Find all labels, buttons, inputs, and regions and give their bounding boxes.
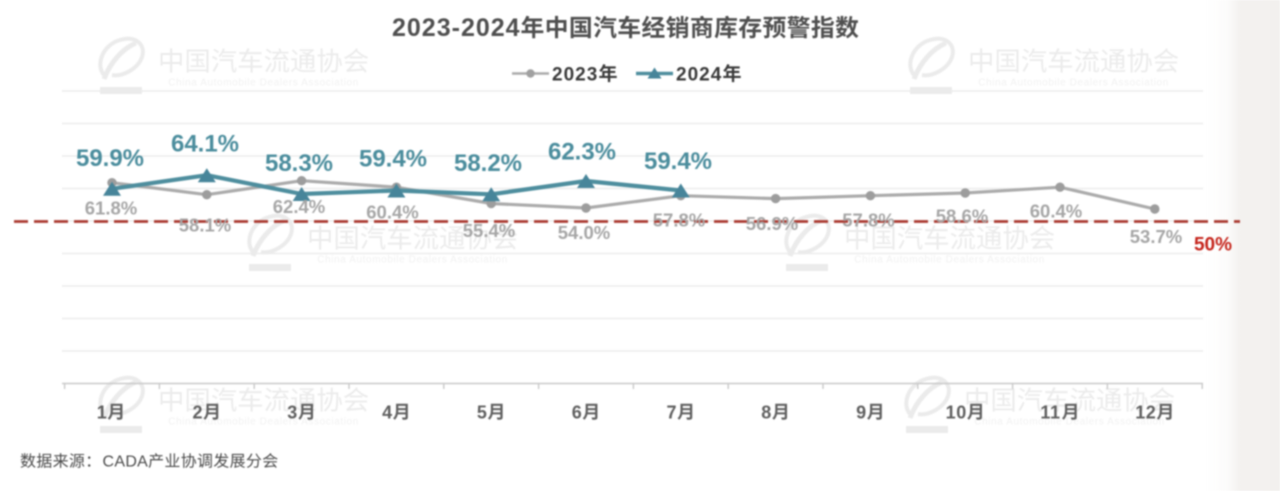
svg-text:59.9%: 59.9% — [76, 145, 144, 172]
svg-text:8: 8 — [761, 402, 772, 422]
svg-text:9: 9 — [856, 402, 867, 422]
svg-text:50%: 50% — [1194, 234, 1232, 255]
svg-text:7: 7 — [667, 402, 678, 422]
svg-text:54.0%: 54.0% — [558, 222, 610, 243]
svg-text:China Automobile Dealers Assoc: China Automobile Dealers Association — [168, 417, 359, 428]
svg-text:57.8%: 57.8% — [653, 210, 705, 231]
svg-text:2023-2024: 2023-2024 — [392, 14, 521, 42]
svg-text:56.9%: 56.9% — [746, 213, 798, 234]
svg-text:1: 1 — [97, 402, 108, 422]
svg-text:60.4%: 60.4% — [366, 202, 418, 223]
svg-text:2: 2 — [193, 402, 204, 422]
svg-text:3: 3 — [287, 402, 298, 422]
svg-text:61.8%: 61.8% — [85, 198, 137, 219]
svg-text:China Automobile Dealers Assoc: China Automobile Dealers Association — [168, 78, 359, 89]
svg-text:60.4%: 60.4% — [1030, 201, 1082, 222]
svg-text:11: 11 — [1040, 402, 1060, 422]
svg-text:China Automobile Dealers Assoc: China Automobile Dealers Association — [317, 255, 508, 266]
svg-text:CADA: CADA — [103, 454, 149, 471]
svg-text:64.1%: 64.1% — [171, 130, 239, 157]
svg-text:57.8%: 57.8% — [842, 210, 894, 231]
svg-text:58.1%: 58.1% — [179, 215, 231, 236]
svg-text:China Automobile Dealers Assoc: China Automobile Dealers Association — [854, 255, 1045, 266]
svg-text:10: 10 — [946, 402, 967, 422]
svg-text:China Automobile Dealers Assoc: China Automobile Dealers Association — [978, 78, 1169, 89]
svg-text:58.6%: 58.6% — [936, 206, 988, 227]
svg-text:2024: 2024 — [676, 64, 722, 85]
svg-text:62.4%: 62.4% — [273, 196, 325, 217]
svg-text:62.3%: 62.3% — [548, 138, 616, 165]
svg-text:12: 12 — [1135, 402, 1156, 422]
svg-text:58.2%: 58.2% — [454, 150, 522, 177]
svg-text:5: 5 — [477, 402, 488, 422]
svg-text:53.7%: 53.7% — [1130, 226, 1182, 247]
svg-text:4: 4 — [382, 402, 393, 422]
svg-text:China Automobile Dealers Assoc: China Automobile Dealers Association — [974, 417, 1165, 428]
svg-text:2023: 2023 — [552, 64, 598, 85]
svg-text:58.3%: 58.3% — [265, 150, 333, 177]
svg-text:59.4%: 59.4% — [359, 145, 427, 172]
svg-text:55.4%: 55.4% — [463, 220, 515, 241]
svg-text:59.4%: 59.4% — [644, 148, 712, 175]
svg-text:6: 6 — [572, 402, 583, 422]
